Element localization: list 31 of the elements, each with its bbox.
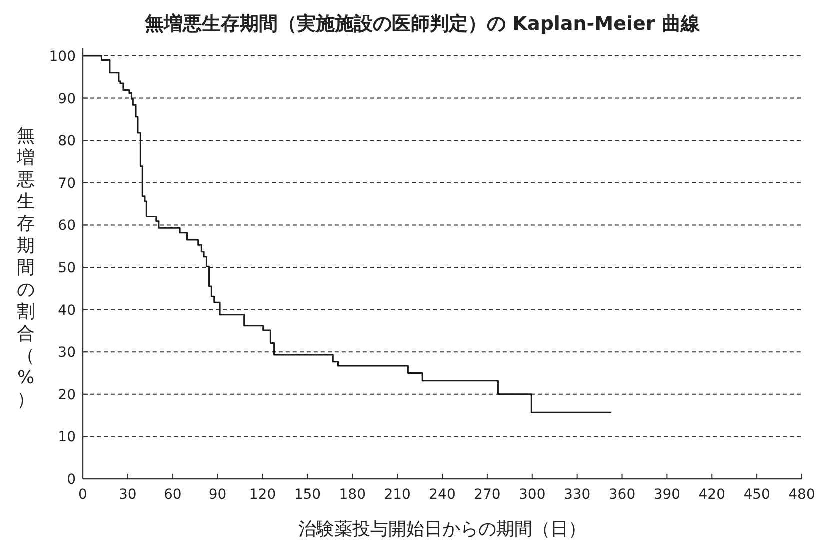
y-tick-label: 10 [58,430,76,446]
y-tick-label: 30 [58,345,76,362]
x-tick-label: 90 [208,487,227,503]
x-tick-label: 30 [119,487,137,503]
y-tick-label: 50 [58,260,76,276]
y-tick-label: 90 [58,91,76,108]
x-tick-label: 300 [519,487,546,503]
chart-title: 無増悪生存期間（実施施設の医師判定）の Kaplan-Meier 曲線 [144,13,701,35]
x-tick-label: 0 [78,487,88,503]
x-axis-title: 治験薬投与開始日からの期間（日） [298,519,586,540]
text: 無増悪生存期間の割合（%） [17,126,35,410]
x-tick-label: 210 [384,487,411,503]
x-tick-label: 180 [339,487,366,503]
x-tick-label: 240 [429,487,456,503]
x-tick-label: 270 [474,487,501,503]
x-tick-label: 420 [698,487,726,503]
x-tick-label: 150 [294,487,322,503]
x-tick-label: 330 [564,487,591,503]
x-tick-label: 60 [164,487,182,503]
y-tick-label: 60 [58,218,76,234]
x-tick-label: 480 [788,487,816,503]
x-tick-label: 360 [608,487,636,503]
x-tick-label: 120 [249,487,276,503]
y-tick-label: 20 [58,387,76,404]
y-tick-label: 0 [67,472,76,488]
y-tick-label: 40 [58,302,76,319]
y-tick-label: 100 [49,49,76,65]
x-tick-label: 450 [744,487,770,503]
x-tick-label: 390 [654,487,681,503]
y-tick-label: 70 [58,176,76,192]
y-tick-label: 80 [58,134,76,150]
